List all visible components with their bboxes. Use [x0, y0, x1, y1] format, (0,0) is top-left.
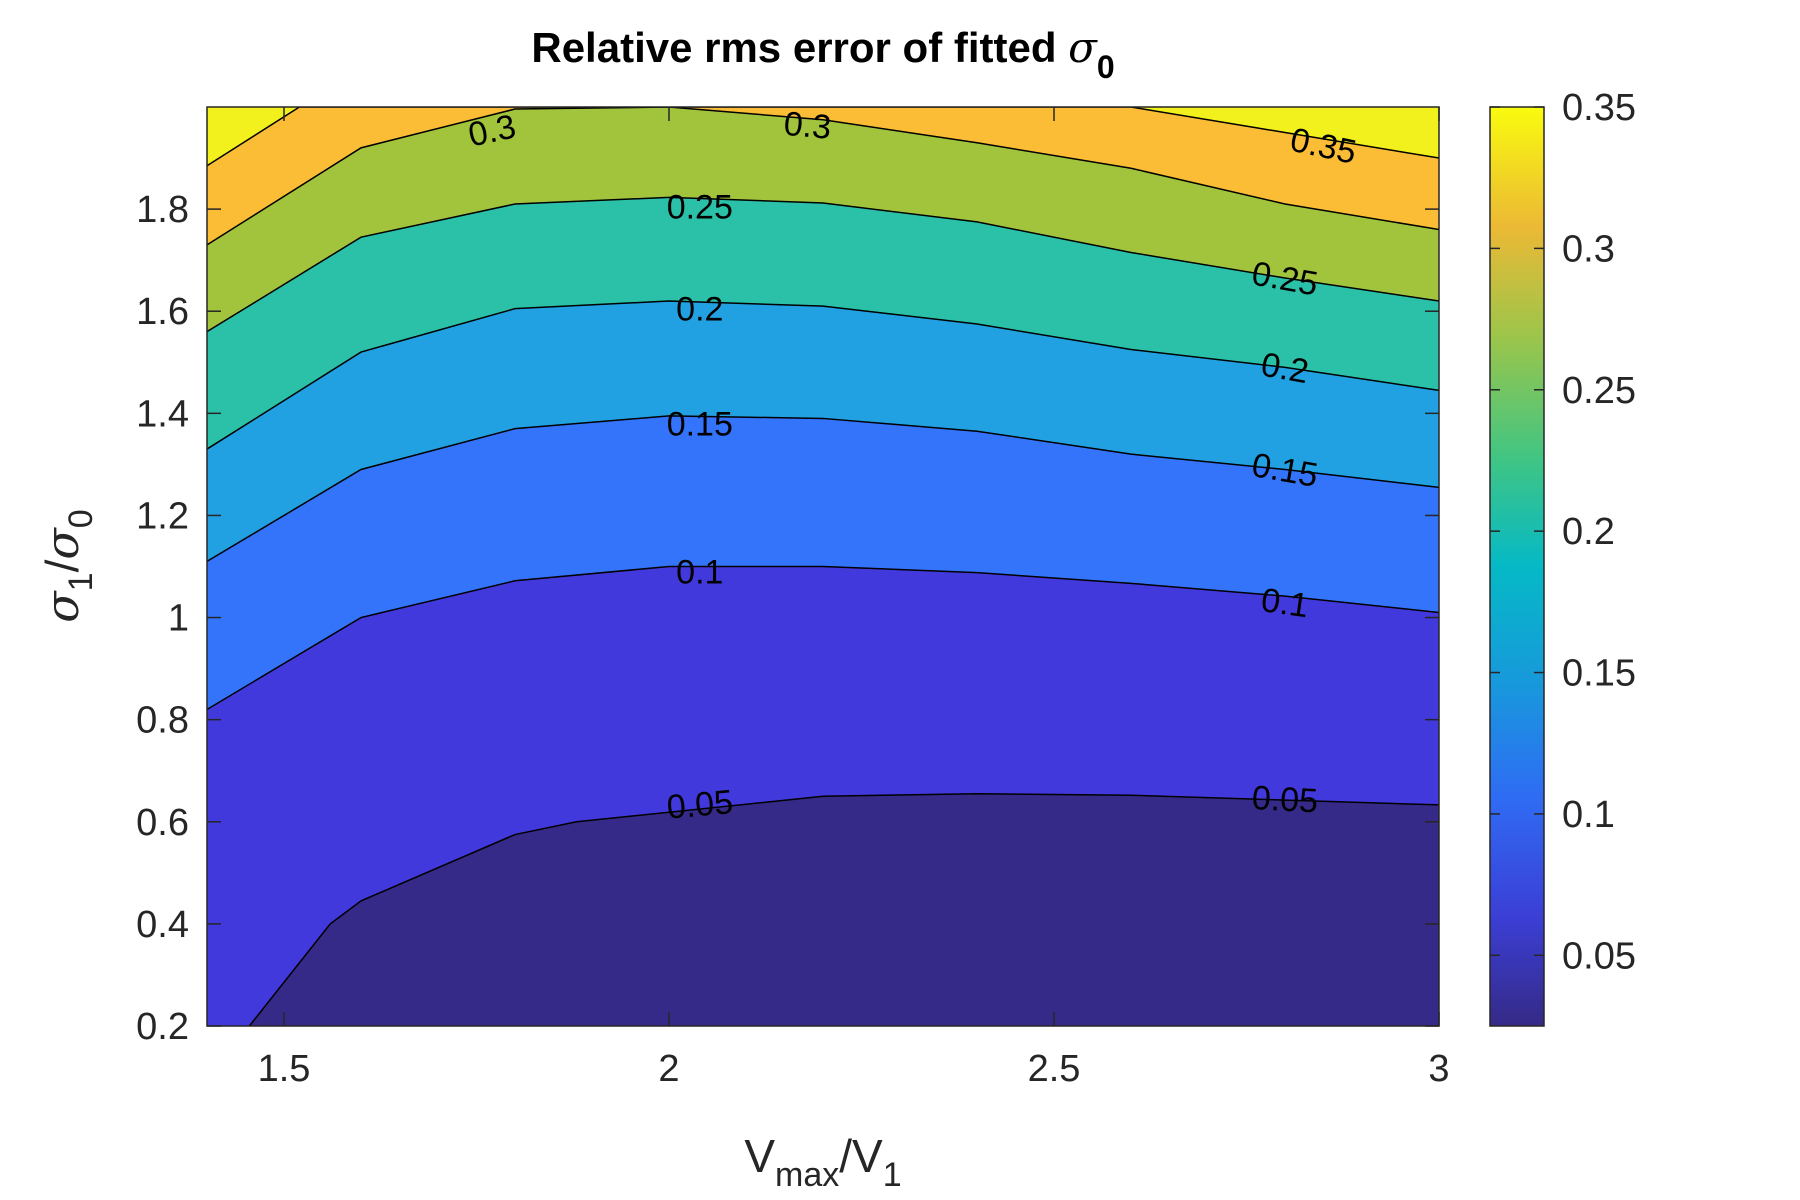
x-tick-label: 2.5: [1028, 1048, 1081, 1090]
contour-label-group: 0.25: [667, 189, 733, 227]
chart-title-text: Relative rms error of fitted: [531, 24, 1068, 71]
contour-label: 0.2: [676, 291, 723, 329]
contour-label: 0.05: [1251, 779, 1319, 820]
y-tick-label: 0.4: [136, 904, 189, 946]
contour-label: 0.15: [667, 406, 733, 444]
fill-region-6: [207, 107, 1439, 245]
axis-ticks: [207, 107, 1440, 1027]
y-tick-label: 1.6: [136, 291, 189, 333]
colorbar-tick-label: 0.3: [1562, 228, 1615, 270]
contour-label: 0.05: [665, 783, 734, 827]
x-label-sub1: max: [775, 1156, 839, 1194]
y-label-s2: σ: [35, 527, 89, 560]
contour-label-group: 0.2: [1258, 346, 1311, 392]
contour-line-0.1: [207, 565, 1439, 711]
x-tick-label: 3: [1428, 1048, 1449, 1090]
y-label-sub1: 1: [62, 572, 100, 591]
colorbar-tick-label: 0.25: [1562, 370, 1636, 412]
contour-label: 0.1: [1259, 581, 1311, 625]
contour-label-group: 0.2: [676, 291, 723, 329]
contour-label: 0.1: [676, 554, 723, 592]
contour-label-group: 0.3: [782, 105, 832, 147]
y-tick-label: 1: [168, 598, 189, 640]
y-label-sub2: 0: [62, 509, 100, 528]
colorbar-tick-label: 0.1: [1562, 794, 1615, 836]
colorbar-tick-label: 0.15: [1562, 653, 1636, 695]
contour-fills: [207, 107, 1439, 1026]
y-tick-label: 1.4: [136, 393, 189, 435]
contour-label: 0.2: [1258, 346, 1311, 392]
x-tick-label: 1.5: [258, 1048, 311, 1090]
x-label-sub2: 1: [883, 1156, 902, 1194]
contour-label: 0.3: [782, 105, 832, 147]
chart-title-symbol: σ: [1068, 23, 1098, 72]
y-tick-labels: 0.2 0.4 0.6 0.8 1 1.2 1.4 1.6 1.8: [136, 189, 189, 1048]
chart-title: Relative rms error of fitted σ0: [531, 23, 1114, 85]
y-axis-label: σ1/σ0: [35, 509, 100, 622]
contour-lines: [207, 107, 1439, 1026]
chart-title-subscript: 0: [1097, 49, 1115, 85]
y-tick-label: 0.2: [136, 1006, 189, 1048]
contour-label-group: 0.15: [667, 406, 733, 444]
y-tick-label: 0.8: [136, 700, 189, 742]
y-tick-label: 1.2: [136, 495, 189, 537]
contour-line-0.3: [207, 107, 1439, 246]
fill-region-7: [207, 107, 1439, 166]
colorbar-tick-label: 0.35: [1562, 87, 1636, 129]
contour-label-group: 0.1: [1259, 581, 1311, 625]
colorbar-tick-label: 0.05: [1562, 935, 1636, 977]
y-label-slash: /: [36, 559, 88, 572]
y-tick-label: 0.6: [136, 802, 189, 844]
contour-line-0.35: [207, 107, 1439, 167]
x-label-main: V: [744, 1130, 775, 1182]
y-label-s1: σ: [35, 590, 89, 623]
colorbar: [1489, 106, 1545, 1027]
contour-label: 0.25: [667, 189, 733, 227]
plot-frame: [206, 106, 1440, 1027]
contour-line-0.15: [207, 415, 1439, 563]
contour-line-0.05: [248, 792, 1439, 1026]
x-axis-label: Vmax/V1: [744, 1130, 901, 1194]
y-tick-label: 1.8: [136, 189, 189, 231]
contour-label-group: 0.1: [676, 554, 723, 592]
colorbar-ticks: 0.05 0.1 0.15 0.2 0.25 0.3 0.35: [1490, 87, 1636, 977]
contour-line-0.25: [207, 196, 1439, 333]
contour-label-group: 0.05: [665, 783, 734, 827]
contour-label-group: 0.05: [1251, 779, 1319, 820]
x-tick-label: 2: [658, 1048, 679, 1090]
contour-line-0.2: [207, 300, 1439, 450]
x-label-slash: /V: [839, 1130, 883, 1182]
colorbar-tick-label: 0.2: [1562, 511, 1615, 553]
plot-area: [207, 107, 1439, 1026]
x-tick-labels: 1.5 2 2.5 3: [258, 1048, 1450, 1090]
